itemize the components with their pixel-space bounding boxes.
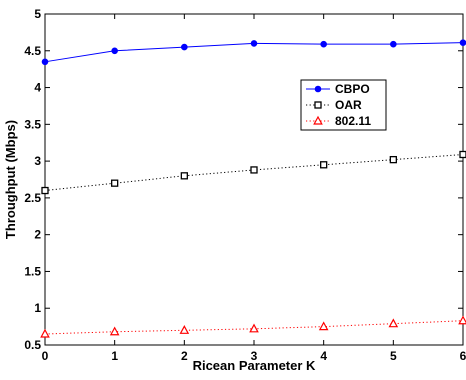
y-tick-label: 4.5 [24,44,41,58]
y-tick-label: 2 [34,228,41,242]
series-oar [41,150,466,195]
data-point-oar [250,166,258,174]
x-tick-label: 1 [111,349,118,363]
legend-entry-802-11: 802.11 [306,114,371,128]
y-tick-label: 1.5 [24,264,41,278]
data-point-cbpo [181,43,188,51]
legend: CBPO OAR 802.11 [300,79,387,131]
y-tick-label: 3 [34,154,41,168]
legend-label-cbpo: CBPO [335,82,370,96]
legend-marker-802-11 [313,115,323,125]
legend-label-802-11: 802.11 [335,114,371,128]
data-point-oar [111,179,119,187]
plot-frame-layer [44,13,464,346]
data-point-oar [459,150,466,159]
data-point-oar [180,172,188,180]
y-tick-label: 5 [34,7,41,21]
data-point-802-11 [318,321,329,331]
y-axis-title: Throughput (Mbps) [3,120,18,239]
legend-entry-oar: OAR [306,98,362,112]
y-tick-label: 0.5 [24,338,41,352]
axis-ticks-layer: 0 1 2 3 4 5 6 0.5 1 1.5 2 2.5 3 3.5 4 4.5 5 [24,7,466,363]
y-tick-label: 2.5 [24,191,41,205]
x-tick-label: 2 [181,349,188,363]
y-tick-label: 1 [34,301,41,315]
series-layer [40,39,466,338]
data-point-802-11 [179,325,190,334]
data-point-cbpo [459,39,466,46]
x-tick-label: 5 [390,349,397,363]
y-tick-label: 3.5 [24,117,41,131]
data-point-cbpo [111,47,118,55]
legend-entry-cbpo: CBPO [306,82,370,96]
legend-marker-cbpo [314,85,322,93]
data-point-802-11 [40,328,50,338]
data-point-802-11 [458,315,466,325]
data-point-cbpo [250,40,258,47]
x-tick-label: 3 [251,349,258,363]
x-tick-label: 4 [320,349,327,363]
data-point-802-11 [109,326,120,336]
series-802-11 [40,315,466,338]
data-point-cbpo [320,40,327,48]
legend-label-oar: OAR [335,98,362,112]
data-point-cbpo [390,40,397,48]
data-point-oar [41,186,49,195]
x-tick-label: 6 [460,349,466,363]
data-point-802-11 [249,323,259,333]
data-point-cbpo [41,58,49,66]
y-tick-label: 4 [34,81,41,95]
x-axis-title: Ricean Parameter K [193,358,316,373]
series-cbpo [41,39,466,66]
data-point-oar [320,161,328,169]
legend-marker-oar [314,101,322,109]
data-point-oar [389,155,397,164]
x-tick-label: 0 [42,349,49,363]
data-point-802-11 [388,318,399,328]
plot-frame [44,13,464,346]
